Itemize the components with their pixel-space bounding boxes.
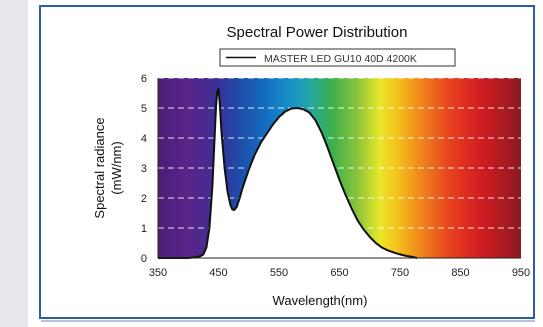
x-tick-label: 850 xyxy=(451,267,469,279)
y-tick-labels: 0 1 2 3 4 5 6 xyxy=(141,73,147,265)
plot-area xyxy=(157,77,521,259)
x-tick-label: 450 xyxy=(209,267,227,279)
x-tick-label: 550 xyxy=(270,267,288,279)
spd-curve-line xyxy=(158,88,418,259)
x-axis-title: Wavelength(nm) xyxy=(273,293,368,308)
y-tick-label: 6 xyxy=(141,73,147,85)
legend-entry: MASTER LED GU10 40D 4200K xyxy=(264,53,417,65)
x-tick-label: 350 xyxy=(149,267,167,279)
x-tick-label: 650 xyxy=(330,267,348,279)
y-axis-title-line2: (mW/nm) xyxy=(109,141,124,194)
y-tick-label: 4 xyxy=(141,133,147,145)
x-tick-label: 750 xyxy=(391,267,409,279)
y-tick-label: 3 xyxy=(141,163,147,175)
spd-curve-fill xyxy=(158,88,417,258)
y-tick-label: 1 xyxy=(141,223,147,235)
y-tick-label: 0 xyxy=(141,253,147,265)
left-gray-margin xyxy=(0,0,28,327)
y-tick-label: 2 xyxy=(141,193,147,205)
legend-box xyxy=(219,48,456,67)
x-tick-label: 950 xyxy=(512,267,530,279)
y-axis-title-line1: Spectral radiance xyxy=(92,117,107,218)
chart-title: Spectral Power Distribution xyxy=(227,24,408,41)
y-tick-label: 5 xyxy=(141,103,147,115)
x-tick-labels: 350 450 550 650 750 850 950 xyxy=(149,267,530,279)
